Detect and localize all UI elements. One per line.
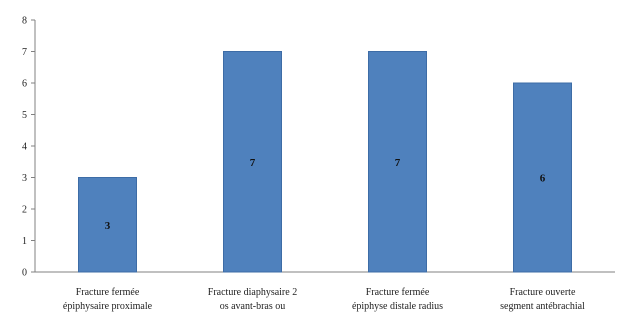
bar-data-label: 3 <box>105 220 111 232</box>
y-tick-label: 0 <box>22 268 27 279</box>
x-category-label: Fracture diaphysaire 2 os avant-bras ou <box>208 287 297 312</box>
x-category-label: Fracture fermée épiphyse distale radius <box>352 287 443 312</box>
x-category-label-line: Fracture fermée <box>366 287 430 298</box>
bar-data-label: 7 <box>250 157 256 169</box>
y-tick-label: 2 <box>22 205 27 216</box>
bar-data-label: 6 <box>540 173 546 185</box>
y-tick-label: 1 <box>22 236 27 247</box>
y-tick-label: 4 <box>22 142 27 153</box>
x-category-label-line: Fracture fermée <box>76 287 140 298</box>
bar <box>78 177 137 273</box>
y-tick-label: 3 <box>22 173 27 184</box>
y-tick-label: 6 <box>22 79 27 90</box>
bar-data-label: 7 <box>395 157 401 169</box>
x-category-label: Fracture fermée épiphysaire proximale <box>63 287 153 312</box>
y-tick-label: 5 <box>22 110 27 121</box>
x-category-label-line: segment antébrachial <box>500 301 585 312</box>
x-axis-category-labels: Fracture fermée épiphysaire proximaleFrac… <box>63 287 585 312</box>
bar <box>223 51 282 273</box>
x-category-label-line: Fracture diaphysaire 2 <box>208 287 297 298</box>
x-category-label-line: os avant-bras ou <box>220 301 286 312</box>
x-category-label-line: épiphyse distale radius <box>352 301 443 312</box>
y-tick-label: 8 <box>22 16 27 27</box>
bar-series <box>78 51 572 273</box>
bar <box>513 82 572 273</box>
bar <box>368 51 427 273</box>
x-category-label-line: Fracture ouverte <box>510 287 576 298</box>
x-category-label: Fracture ouverte segment antébrachial <box>500 287 585 312</box>
x-category-label-line: épiphysaire proximale <box>63 301 153 312</box>
data-labels: 3 7 7 6 <box>105 157 546 232</box>
y-axis-ticks: 0 1 2 3 4 5 6 7 8 <box>22 16 35 279</box>
y-tick-label: 7 <box>22 47 27 58</box>
